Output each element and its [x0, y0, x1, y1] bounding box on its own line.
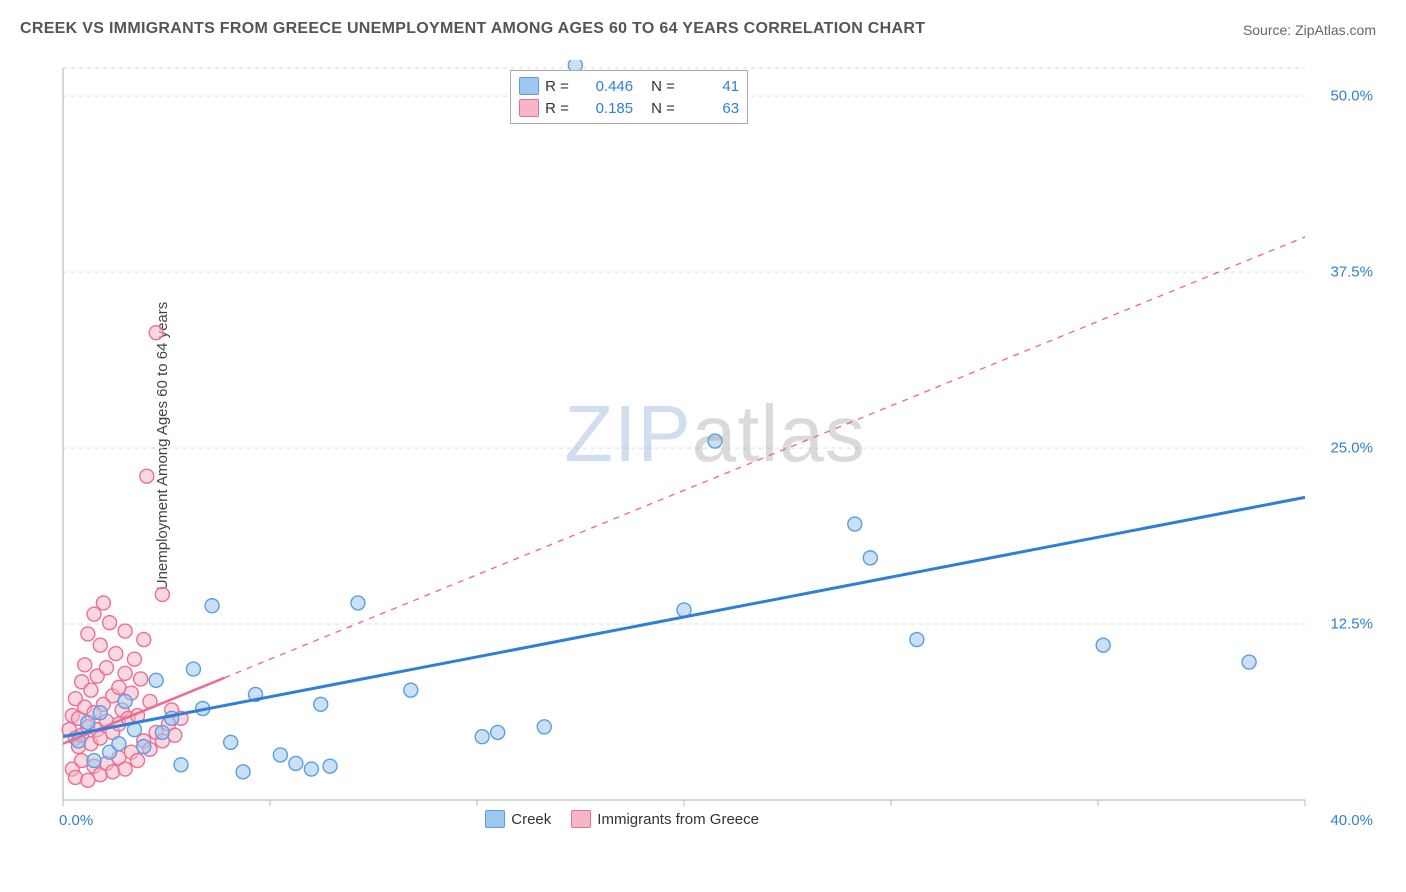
legend-r-value: 0.446: [583, 78, 633, 95]
legend-n-label: N =: [651, 78, 683, 95]
plot-area: ZIPatlas R =0.446N =41R =0.185N =63 Cree…: [55, 60, 1375, 840]
legend-series-entry: Creek: [485, 810, 551, 828]
legend-series-entry: Immigrants from Greece: [571, 810, 759, 828]
legend-n-value: 41: [689, 78, 739, 95]
legend-series-label: Creek: [511, 811, 551, 828]
legend-stats: R = 0.446 N = 41 R = 0.185 N = 63: [510, 70, 748, 124]
legend-stats-row: R = 0.446 N = 41: [519, 75, 739, 97]
chart-title: CREEK VS IMMIGRANTS FROM GREECE UNEMPLOY…: [20, 20, 925, 38]
x-tick-label: 40.0%: [1330, 812, 1373, 829]
legend-stats-row: R = 0.185 N = 63: [519, 97, 739, 119]
legend-r-label: R =: [545, 100, 577, 117]
y-tick-label: 50.0%: [1330, 88, 1373, 105]
chart-source: Source: ZipAtlas.com: [1243, 22, 1376, 38]
legend-swatch: [485, 810, 505, 828]
legend-series-label: Immigrants from Greece: [597, 811, 759, 828]
legend-n-label: N =: [651, 100, 683, 117]
x-tick-label: 0.0%: [59, 812, 93, 829]
chart-svg: [55, 60, 1375, 840]
legend-r-label: R =: [545, 78, 577, 95]
legend-n-value: 63: [689, 100, 739, 117]
legend-r-value: 0.185: [583, 100, 633, 117]
legend-series: Creek Immigrants from Greece: [485, 810, 759, 828]
y-tick-label: 12.5%: [1330, 616, 1373, 633]
legend-swatch: [519, 77, 539, 95]
legend-swatch: [519, 99, 539, 117]
legend-swatch: [571, 810, 591, 828]
y-tick-label: 25.0%: [1330, 440, 1373, 457]
y-tick-label: 37.5%: [1330, 264, 1373, 281]
